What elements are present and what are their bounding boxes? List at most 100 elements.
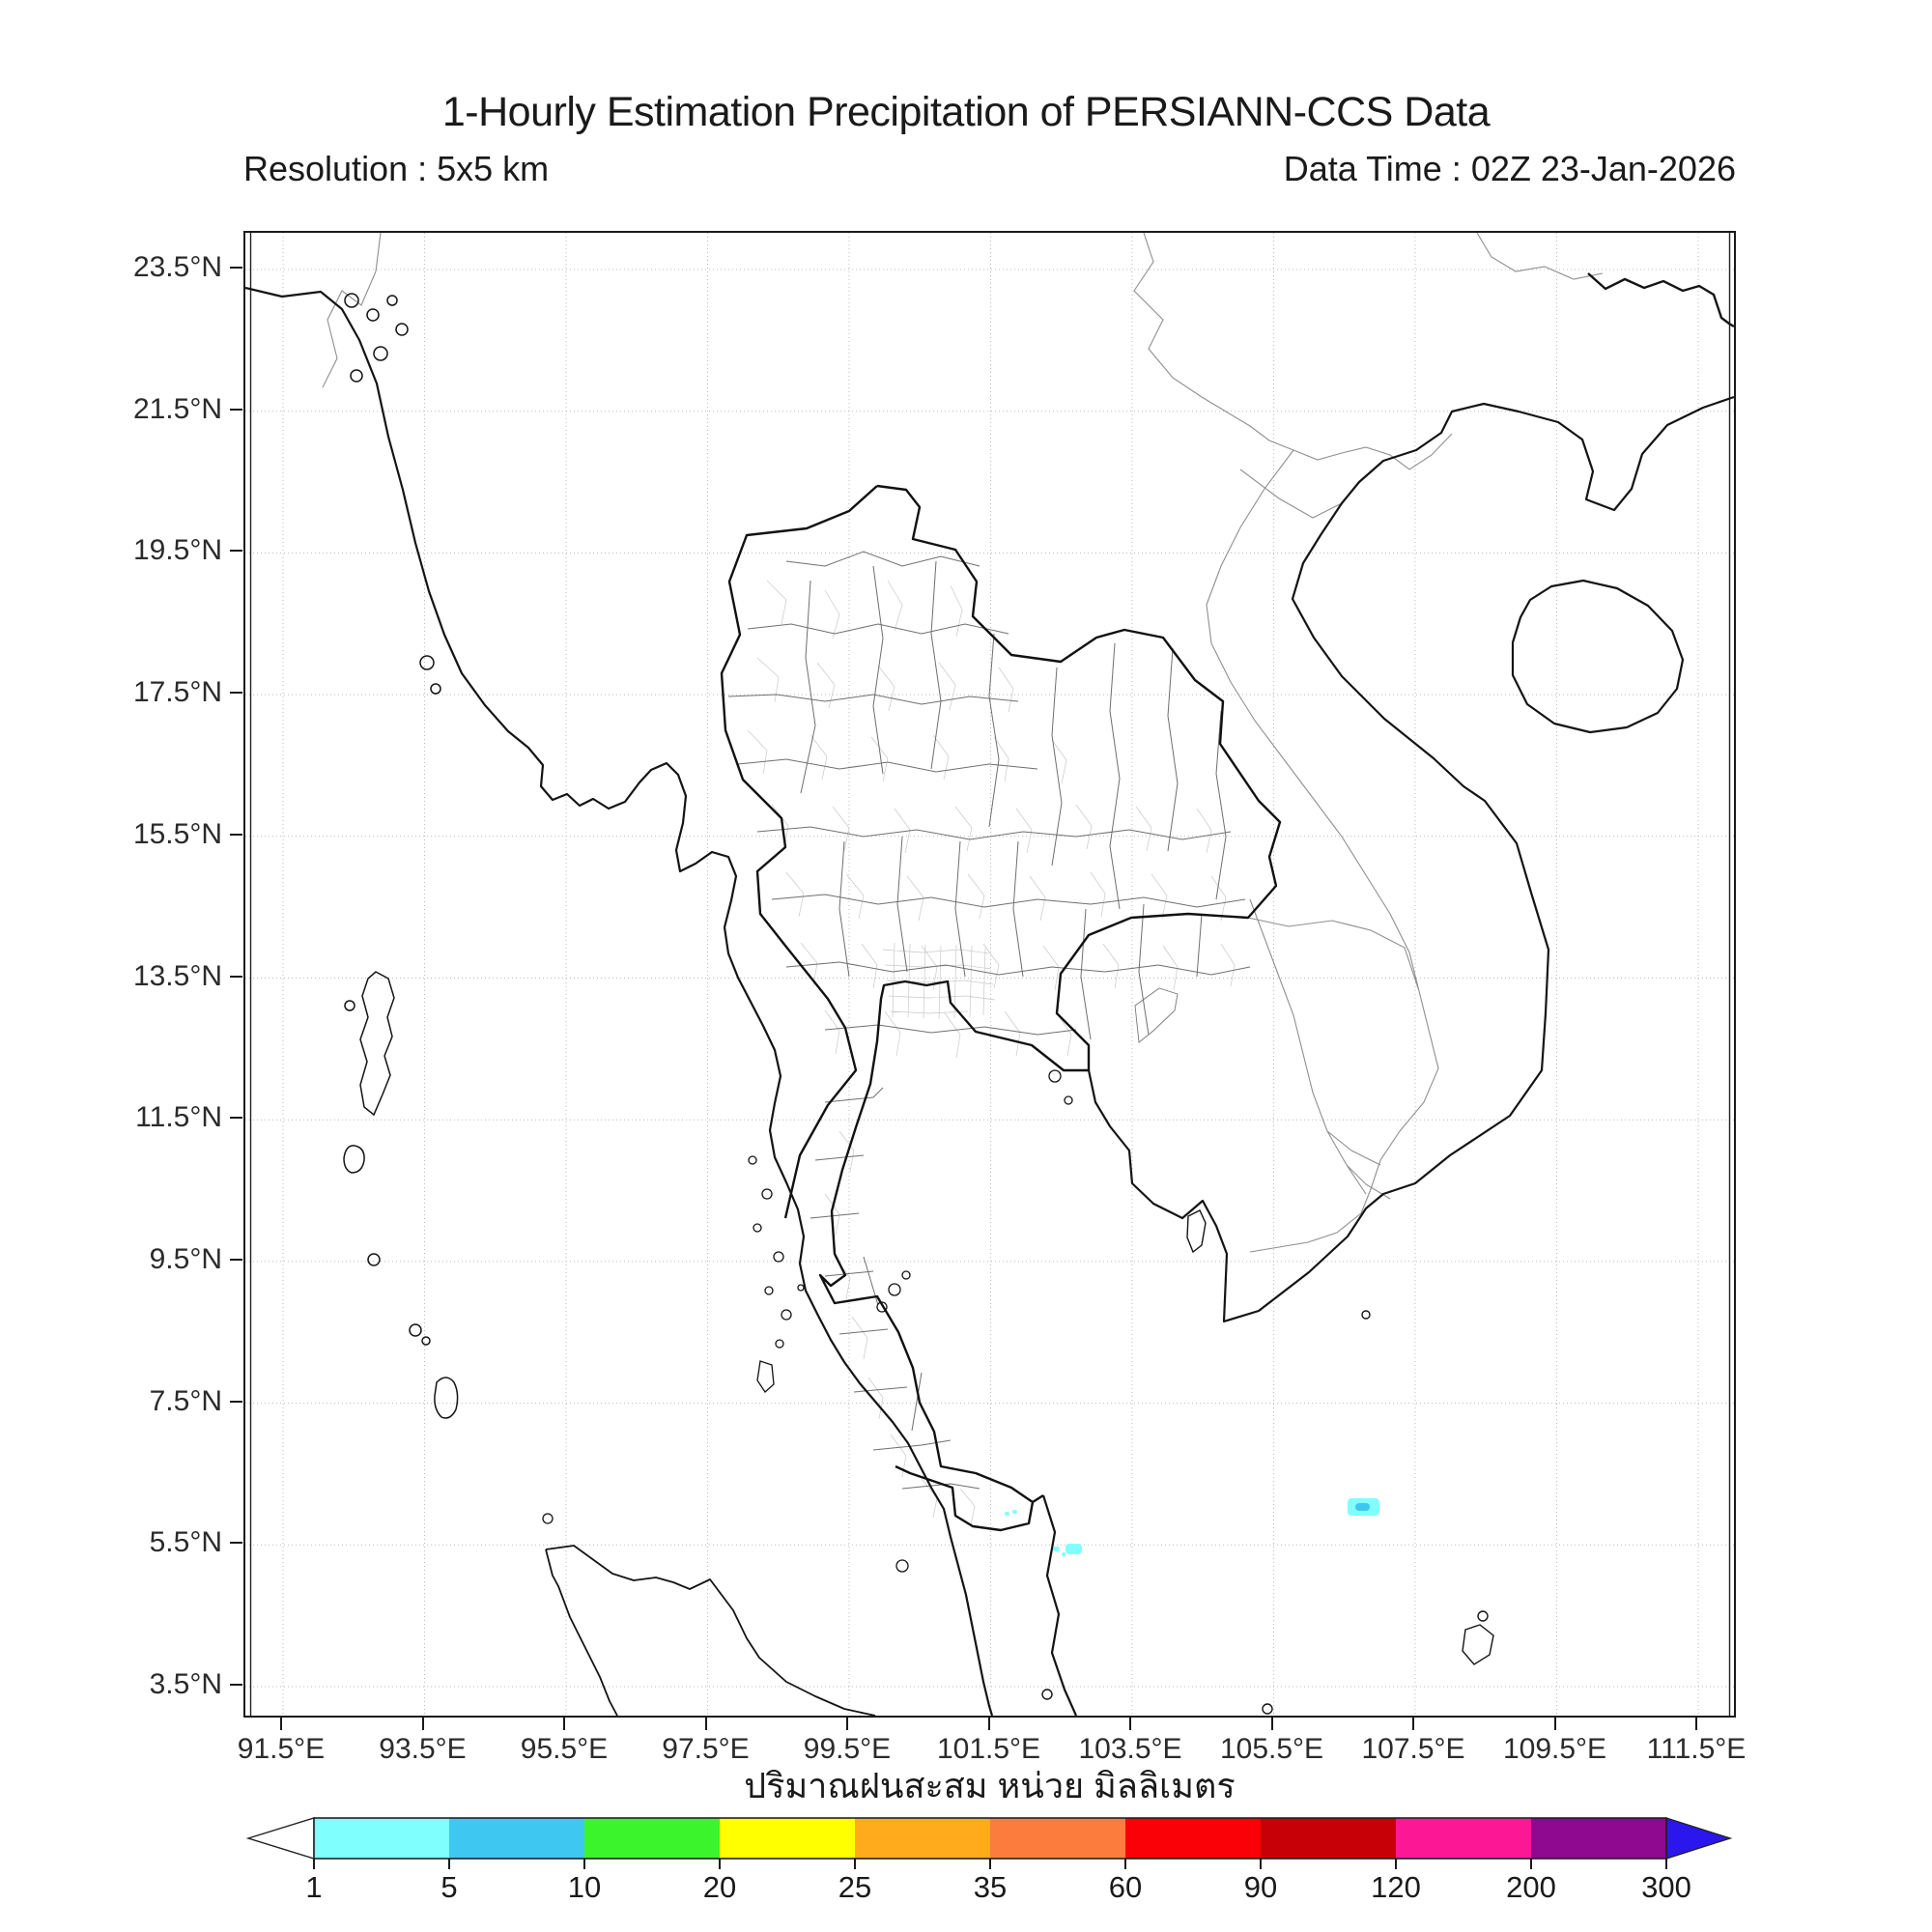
lon-tick-label: 97.5°E: [662, 1733, 750, 1765]
data-time-label: Data Time : 02Z 23-Jan-2026: [1283, 149, 1736, 188]
lon-tick-label: 109.5°E: [1502, 1733, 1607, 1765]
lat-tick-label: 3.5°N: [149, 1668, 222, 1700]
colorbar-tick-label: 35: [973, 1870, 1008, 1904]
lon-tick: [563, 1718, 565, 1730]
colorbar-tick-label: 5: [440, 1870, 458, 1904]
lat-tick-label: 11.5°N: [135, 1101, 222, 1134]
lon-tick: [1412, 1718, 1414, 1730]
hainan-island: [1511, 579, 1685, 734]
lat-tick: [230, 267, 242, 269]
precip-cell: [1005, 1512, 1009, 1516]
lon-tick-label: 107.5°E: [1361, 1733, 1465, 1765]
colorbar-segment: [720, 1818, 855, 1859]
lon-tick-label: 105.5°E: [1219, 1733, 1324, 1765]
lat-tick: [230, 1117, 242, 1120]
andaman-nicobar-islands: [343, 971, 459, 1419]
lon-tick: [846, 1718, 848, 1730]
lon-tick-label: 101.5°E: [936, 1733, 1041, 1765]
lat-tick-label: 17.5°N: [132, 676, 222, 709]
page-title: 1-Hourly Estimation Precipitation of PER…: [441, 89, 1491, 135]
map-plot-area: [243, 231, 1736, 1718]
lat-tick-label: 13.5°N: [132, 959, 222, 992]
colorbar-tick-label: 120: [1371, 1870, 1421, 1904]
colorbar-tick-label: 200: [1506, 1870, 1556, 1904]
precip-cell: [1012, 1510, 1017, 1514]
bengal-delta-islands: [344, 293, 441, 695]
province-borders: [727, 551, 1251, 1490]
lon-tick: [1695, 1718, 1697, 1730]
lon-tick: [987, 1718, 990, 1730]
lon-tick-label: 99.5°E: [803, 1733, 892, 1765]
precip-cell: [1355, 1503, 1370, 1511]
lon-tick-label: 95.5°E: [520, 1733, 609, 1765]
country-borders-gray: [322, 233, 1604, 1253]
colorbar-segment: [990, 1818, 1125, 1859]
colorbar-over-arrow: [1665, 1817, 1733, 1860]
colorbar-tick-label: 10: [567, 1870, 602, 1904]
lat-tick: [230, 550, 242, 553]
thailand-border: [720, 484, 1282, 1532]
lat-tick: [230, 1400, 242, 1403]
tonle-sap-lake: [1134, 987, 1179, 1043]
lat-tick-label: 15.5°N: [132, 817, 222, 850]
lat-tick-label: 23.5°N: [132, 251, 222, 283]
colorbar-segments: [314, 1818, 1666, 1859]
lon-tick: [421, 1718, 424, 1730]
colorbar-caption-thai: ปริมาณฝนสะสม หน่วย มิลลิเมตร: [744, 1766, 1236, 1805]
lat-tick-label: 21.5°N: [132, 392, 222, 425]
precip-cell: [1062, 1552, 1065, 1556]
colorbar-segment: [1531, 1818, 1666, 1859]
lat-tick-label: 7.5°N: [149, 1384, 222, 1417]
colorbar-segment: [1396, 1818, 1531, 1859]
map-svg: [245, 233, 1734, 1716]
colorbar-segment: [1261, 1818, 1396, 1859]
lat-tick: [230, 692, 242, 695]
lon-tick: [280, 1718, 282, 1730]
colorbar-tick-label: 25: [838, 1870, 872, 1904]
lon-tick-label: 103.5°E: [1078, 1733, 1182, 1765]
lat-tick: [230, 408, 242, 411]
colorbar-tick-label: 90: [1243, 1870, 1278, 1904]
resolution-label: Resolution : 5x5 km: [243, 149, 550, 188]
precipitation-colorbar: [246, 1817, 1733, 1869]
coastline-west: [245, 286, 994, 1716]
lat-tick: [230, 1542, 242, 1545]
lat-tick-label: 5.5°N: [149, 1526, 222, 1559]
colorbar-tick-label: 20: [702, 1870, 737, 1904]
precip-cell: [1065, 1544, 1082, 1554]
colorbar-under-arrow: [246, 1817, 315, 1860]
lon-tick-label: 93.5°E: [379, 1733, 467, 1765]
lat-tick: [230, 975, 242, 978]
colorbar-segment: [584, 1818, 720, 1859]
lon-tick-label: 111.5°E: [1646, 1733, 1747, 1765]
colorbar-tick-label: 1: [305, 1870, 323, 1904]
vietnam-offshore-islands: [1041, 1209, 1494, 1715]
sumatra-coastline: [545, 1545, 876, 1716]
district-borders: [747, 580, 1236, 1526]
lat-tick: [230, 833, 242, 836]
precipitation-cells-layer: [1005, 1498, 1379, 1556]
lat-tick: [230, 1258, 242, 1261]
lon-tick: [704, 1718, 707, 1730]
lon-tick-label: 91.5°E: [237, 1733, 326, 1765]
lon-tick: [1270, 1718, 1273, 1730]
lon-tick: [1129, 1718, 1131, 1730]
lat-tick: [230, 1684, 242, 1686]
coastline-malaysia-east: [1041, 1494, 1078, 1716]
lat-tick-label: 9.5°N: [149, 1242, 222, 1275]
coastline-indochina: [1087, 395, 1734, 1323]
mergui-and-gulf-islands: [542, 1069, 1073, 1573]
china-coast-northeast: [1587, 272, 1734, 328]
colorbar-segment: [855, 1818, 990, 1859]
colorbar-tick-label: 60: [1108, 1870, 1143, 1904]
lat-tick-label: 19.5°N: [132, 534, 222, 567]
lon-tick: [1553, 1718, 1556, 1730]
colorbar-segment: [1125, 1818, 1261, 1859]
colorbar-tick-label: 300: [1641, 1870, 1691, 1904]
colorbar-segment: [314, 1818, 449, 1859]
colorbar-ticks: [313, 1859, 1667, 1869]
precip-cell: [1053, 1547, 1060, 1551]
colorbar-segment: [449, 1818, 584, 1859]
graticule-gridlines: [245, 233, 1734, 1716]
